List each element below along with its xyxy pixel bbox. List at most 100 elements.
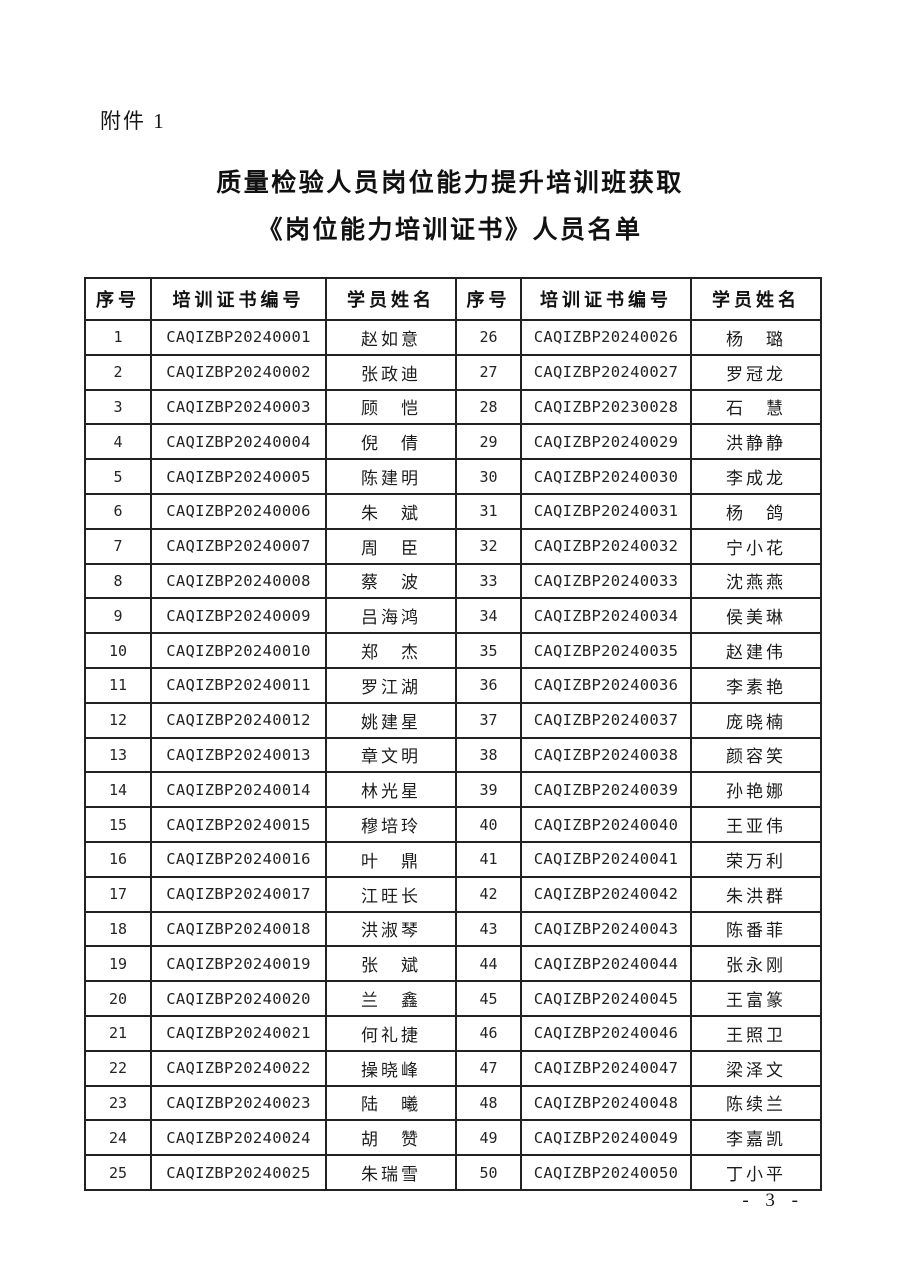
cert-number-cell: CAQIZBP20240010 [150, 632, 327, 669]
cert-number-cell: CAQIZBP20240035 [520, 632, 692, 669]
table-row: 10 CAQIZBP20240010 郑 杰 35 CAQIZBP20240035 赵建伟 [84, 632, 822, 669]
student-name-cell: 朱瑞雪 [325, 1154, 457, 1191]
cert-number-cell: CAQIZBP20240018 [150, 910, 327, 948]
table-row: 4 CAQIZBP20240004 倪 倩 29 CAQIZBP20240029 洪静静 [84, 423, 822, 461]
student-name-cell: 陈建明 [325, 458, 457, 495]
serial-cell: 27 [455, 353, 522, 391]
table-row: 23 CAQIZBP20240023 陆 曦 48 CAQIZBP20240048 陈续兰 [84, 1084, 822, 1122]
table-row: 22 CAQIZBP20240022 操晓峰 47 CAQIZBP20240047 梁泽文 [84, 1049, 822, 1087]
student-name-cell: 丁小平 [690, 1154, 822, 1191]
serial-cell: 19 [84, 945, 152, 983]
cert-number-cell: CAQIZBP20240012 [150, 701, 327, 739]
cert-number-cell: CAQIZBP20240046 [520, 1014, 692, 1052]
cert-number-cell: CAQIZBP20240001 [150, 319, 327, 356]
certificate-roster-table: 序号 培训证书编号 学员姓名 序号 培训证书编号 学员姓名 1 CAQIZBP20… [84, 277, 822, 1191]
table-row: 19 CAQIZBP20240019 张 斌 44 CAQIZBP20240044 张永刚 [84, 945, 822, 983]
student-name-cell: 叶 鼎 [325, 840, 457, 878]
cert-number-cell: CAQIZBP20240036 [520, 666, 692, 704]
cert-number-cell: CAQIZBP20240034 [520, 597, 692, 635]
table-row: 25 CAQIZBP20240025 朱瑞雪 50 CAQIZBP20240050 丁小平 [84, 1154, 822, 1191]
student-name-cell: 侯美琳 [690, 597, 822, 635]
serial-cell: 5 [84, 458, 152, 495]
serial-cell: 49 [455, 1119, 522, 1157]
cert-number-cell: CAQIZBP20240023 [150, 1084, 327, 1122]
student-name-cell: 罗江湖 [325, 666, 457, 704]
student-name-cell: 王富篆 [690, 980, 822, 1017]
cert-number-cell: CAQIZBP20240003 [150, 388, 327, 426]
student-name-cell: 蔡 波 [325, 562, 457, 600]
page-number: - 3 - [742, 1190, 804, 1211]
student-name-cell: 张永刚 [690, 945, 822, 983]
cert-number-cell: CAQIZBP20240030 [520, 458, 692, 495]
student-name-cell: 罗冠龙 [690, 353, 822, 391]
header-serial-left: 序号 [84, 277, 152, 321]
cert-number-cell: CAQIZBP20230028 [520, 388, 692, 426]
student-name-cell: 赵建伟 [690, 632, 822, 669]
cert-number-cell: CAQIZBP20240008 [150, 562, 327, 600]
table-row: 15 CAQIZBP20240015 穆培玲 40 CAQIZBP20240040 王亚伟 [84, 806, 822, 843]
serial-cell: 35 [455, 632, 522, 669]
table-row: 2 CAQIZBP20240002 张政迪 27 CAQIZBP20240027 罗冠龙 [84, 353, 822, 391]
student-name-cell: 石 慧 [690, 388, 822, 426]
student-name-cell: 郑 杰 [325, 632, 457, 669]
student-name-cell: 章文明 [325, 736, 457, 774]
header-cert-number-right: 培训证书编号 [520, 277, 692, 321]
attachment-label: 附件 1 [100, 109, 166, 133]
serial-cell: 4 [84, 423, 152, 461]
cert-number-cell: CAQIZBP20240048 [520, 1084, 692, 1122]
student-name-cell: 陈续兰 [690, 1084, 822, 1122]
student-name-cell: 倪 倩 [325, 423, 457, 461]
serial-cell: 10 [84, 632, 152, 669]
student-name-cell: 沈燕燕 [690, 562, 822, 600]
serial-cell: 30 [455, 458, 522, 495]
table-row: 14 CAQIZBP20240014 林光星 39 CAQIZBP20240039 孙艳娜 [84, 771, 822, 809]
cert-number-cell: CAQIZBP20240041 [520, 840, 692, 878]
cert-number-cell: CAQIZBP20240038 [520, 736, 692, 774]
serial-cell: 3 [84, 388, 152, 426]
header-name-right: 学员姓名 [690, 277, 822, 321]
serial-cell: 43 [455, 910, 522, 948]
serial-cell: 29 [455, 423, 522, 461]
serial-cell: 16 [84, 840, 152, 878]
cert-number-cell: CAQIZBP20240042 [520, 875, 692, 913]
serial-cell: 37 [455, 701, 522, 739]
serial-cell: 48 [455, 1084, 522, 1122]
cert-number-cell: CAQIZBP20240045 [520, 980, 692, 1017]
serial-cell: 33 [455, 562, 522, 600]
table-header: 序号 培训证书编号 学员姓名 序号 培训证书编号 学员姓名 [84, 277, 822, 321]
student-name-cell: 姚建星 [325, 701, 457, 739]
student-name-cell: 李素艳 [690, 666, 822, 704]
serial-cell: 28 [455, 388, 522, 426]
cert-number-cell: CAQIZBP20240011 [150, 666, 327, 704]
student-name-cell: 杨 鸽 [690, 492, 822, 530]
table-header-row: 序号 培训证书编号 学员姓名 序号 培训证书编号 学员姓名 [84, 277, 822, 321]
student-name-cell: 吕海鸿 [325, 597, 457, 635]
serial-cell: 50 [455, 1154, 522, 1191]
serial-cell: 6 [84, 492, 152, 530]
serial-cell: 40 [455, 806, 522, 843]
serial-cell: 15 [84, 806, 152, 843]
student-name-cell: 洪静静 [690, 423, 822, 461]
student-name-cell: 操晓峰 [325, 1049, 457, 1087]
table-row: 20 CAQIZBP20240020 兰 鑫 45 CAQIZBP20240045 王富篆 [84, 980, 822, 1017]
cert-number-cell: CAQIZBP20240019 [150, 945, 327, 983]
serial-cell: 26 [455, 319, 522, 356]
serial-cell: 25 [84, 1154, 152, 1191]
cert-number-cell: CAQIZBP20240006 [150, 492, 327, 530]
cert-number-cell: CAQIZBP20240043 [520, 910, 692, 948]
document-title: 质量检验人员岗位能力提升培训班获取 《岗位能力培训证书》人员名单 [0, 160, 900, 254]
serial-cell: 45 [455, 980, 522, 1017]
student-name-cell: 李成龙 [690, 458, 822, 495]
table-row: 21 CAQIZBP20240021 何礼捷 46 CAQIZBP20240046 王照卫 [84, 1014, 822, 1052]
serial-cell: 14 [84, 771, 152, 809]
serial-cell: 22 [84, 1049, 152, 1087]
student-name-cell: 洪淑琴 [325, 910, 457, 948]
student-name-cell: 赵如意 [325, 319, 457, 356]
student-name-cell: 江旺长 [325, 875, 457, 913]
serial-cell: 32 [455, 527, 522, 565]
table-row: 13 CAQIZBP20240013 章文明 38 CAQIZBP20240038 颜容笑 [84, 736, 822, 774]
serial-cell: 17 [84, 875, 152, 913]
student-name-cell: 兰 鑫 [325, 980, 457, 1017]
